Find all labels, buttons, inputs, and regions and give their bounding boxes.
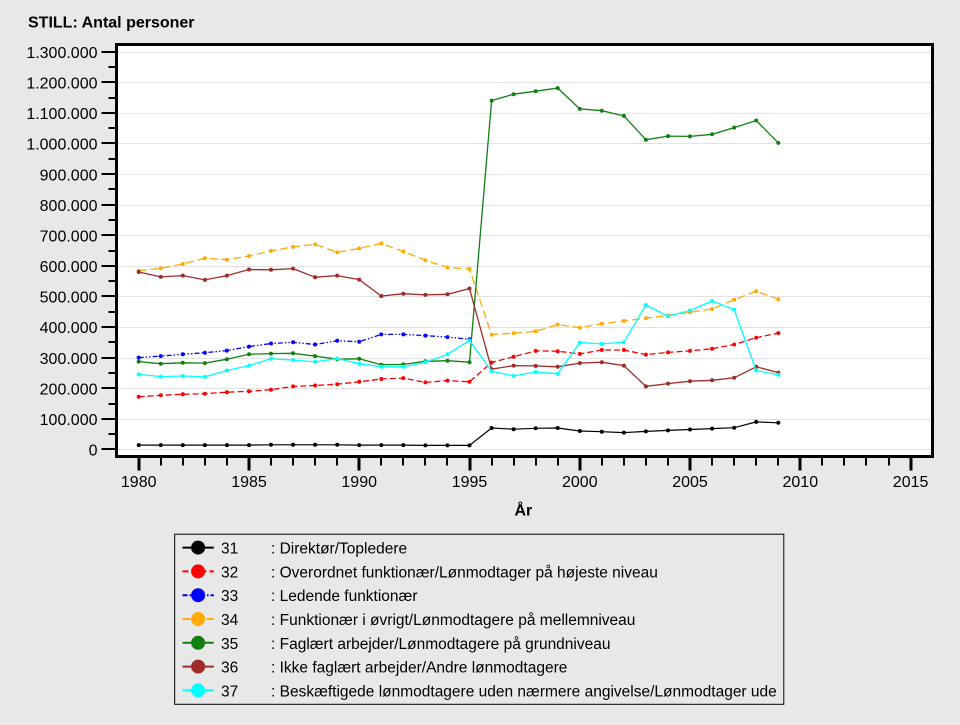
svg-text:37: 37 [221,683,238,700]
svg-text:34: 34 [221,612,239,629]
svg-text:2010: 2010 [783,474,819,491]
svg-text:: Direktør/Topledere: : Direktør/Topledere [271,541,407,558]
svg-text:2000: 2000 [562,474,598,491]
svg-text:1.300.000: 1.300.000 [26,45,97,62]
svg-text:200.000: 200.000 [40,381,98,398]
svg-text:1990: 1990 [341,474,377,491]
svg-text:: Ledende funktionær: : Ledende funktionær [271,588,418,605]
svg-text:600.000: 600.000 [40,259,98,276]
svg-text:900.000: 900.000 [40,167,98,184]
svg-text:: Faglært arbejder/Lønmodtager: : Faglært arbejder/Lønmodtagere på grund… [271,636,610,653]
svg-text:1980: 1980 [121,474,157,491]
svg-text:År: År [515,501,533,520]
svg-text:: Overordnet funktionær/Lønmod: : Overordnet funktionær/Lønmodtager på h… [271,564,658,581]
svg-text:: Beskæftigede lønmodtagere ud: : Beskæftigede lønmodtagere uden nærmere… [271,683,777,700]
svg-text:2015: 2015 [893,474,929,491]
svg-text:1.100.000: 1.100.000 [26,106,97,123]
svg-text:33: 33 [221,588,238,605]
svg-text:400.000: 400.000 [40,320,98,337]
svg-text:1985: 1985 [231,474,267,491]
svg-text:35: 35 [221,636,238,653]
svg-text:1995: 1995 [452,474,488,491]
svg-text:: Ikke faglært arbejder/Andre: : Ikke faglært arbejder/Andre lønmodtage… [271,660,567,677]
svg-text:300.000: 300.000 [40,351,98,368]
svg-text:800.000: 800.000 [40,198,98,215]
svg-text:1.200.000: 1.200.000 [26,76,97,93]
svg-text:500.000: 500.000 [40,290,98,307]
svg-text:700.000: 700.000 [40,228,98,245]
svg-text:1.000.000: 1.000.000 [26,137,97,154]
svg-text:31: 31 [221,541,238,558]
svg-text:2005: 2005 [672,474,708,491]
svg-text:32: 32 [221,564,238,581]
svg-text:: Funktionær i øvrigt/Lønmodta: : Funktionær i øvrigt/Lønmodtagere på me… [271,612,635,629]
svg-text:36: 36 [221,660,238,677]
svg-text:100.000: 100.000 [40,412,98,429]
svg-text:STILL: Antal personer: STILL: Antal personer [28,15,195,32]
svg-text:0: 0 [89,443,98,460]
